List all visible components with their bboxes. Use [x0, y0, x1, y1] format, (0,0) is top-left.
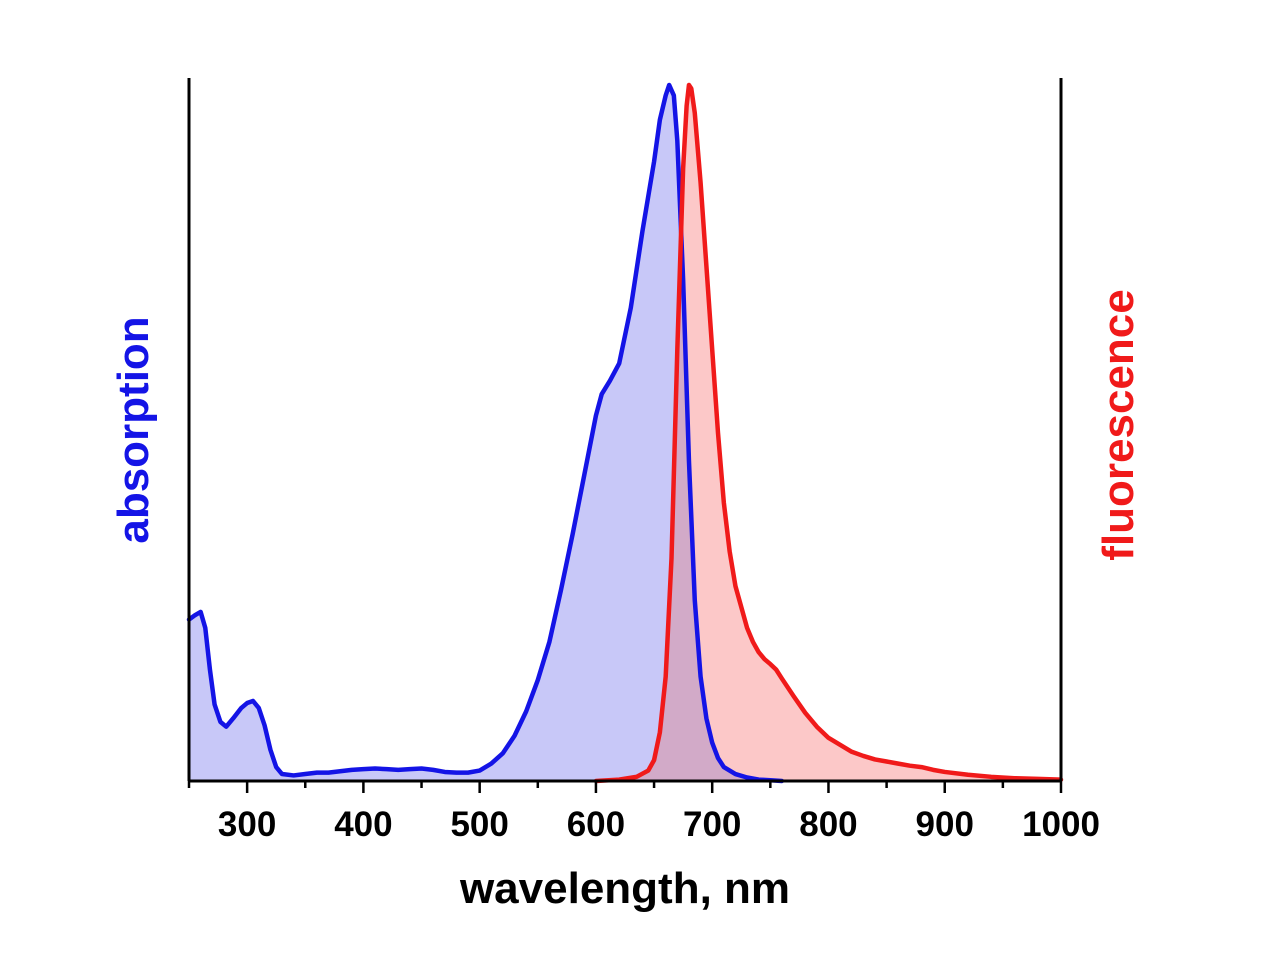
absorption-line: [186, 82, 785, 784]
x-ticks: 300 400 500 600 700 800 900 1000: [187, 781, 1100, 844]
right-y-axis-title: fluorescence: [1094, 289, 1143, 560]
axes: [187, 78, 1063, 783]
absorption-area: [189, 85, 782, 781]
x-tick-label: 900: [916, 805, 974, 844]
x-axis-title: wavelength, nm: [459, 864, 790, 913]
x-tick-label: 700: [683, 805, 741, 844]
x-tick-label: 800: [799, 805, 857, 844]
x-tick-label: 300: [218, 805, 276, 844]
left-y-axis-title: absorption: [109, 316, 158, 543]
fluorescence-line: [593, 82, 1064, 784]
fill-layer: [189, 85, 1061, 781]
fluorescence-area: [595, 85, 1061, 781]
line-layer: [186, 82, 1064, 784]
x-tick-label: 500: [450, 805, 508, 844]
x-tick-label: 600: [567, 805, 625, 844]
x-tick-label: 400: [334, 805, 392, 844]
x-tick-label: 1000: [1022, 805, 1100, 844]
